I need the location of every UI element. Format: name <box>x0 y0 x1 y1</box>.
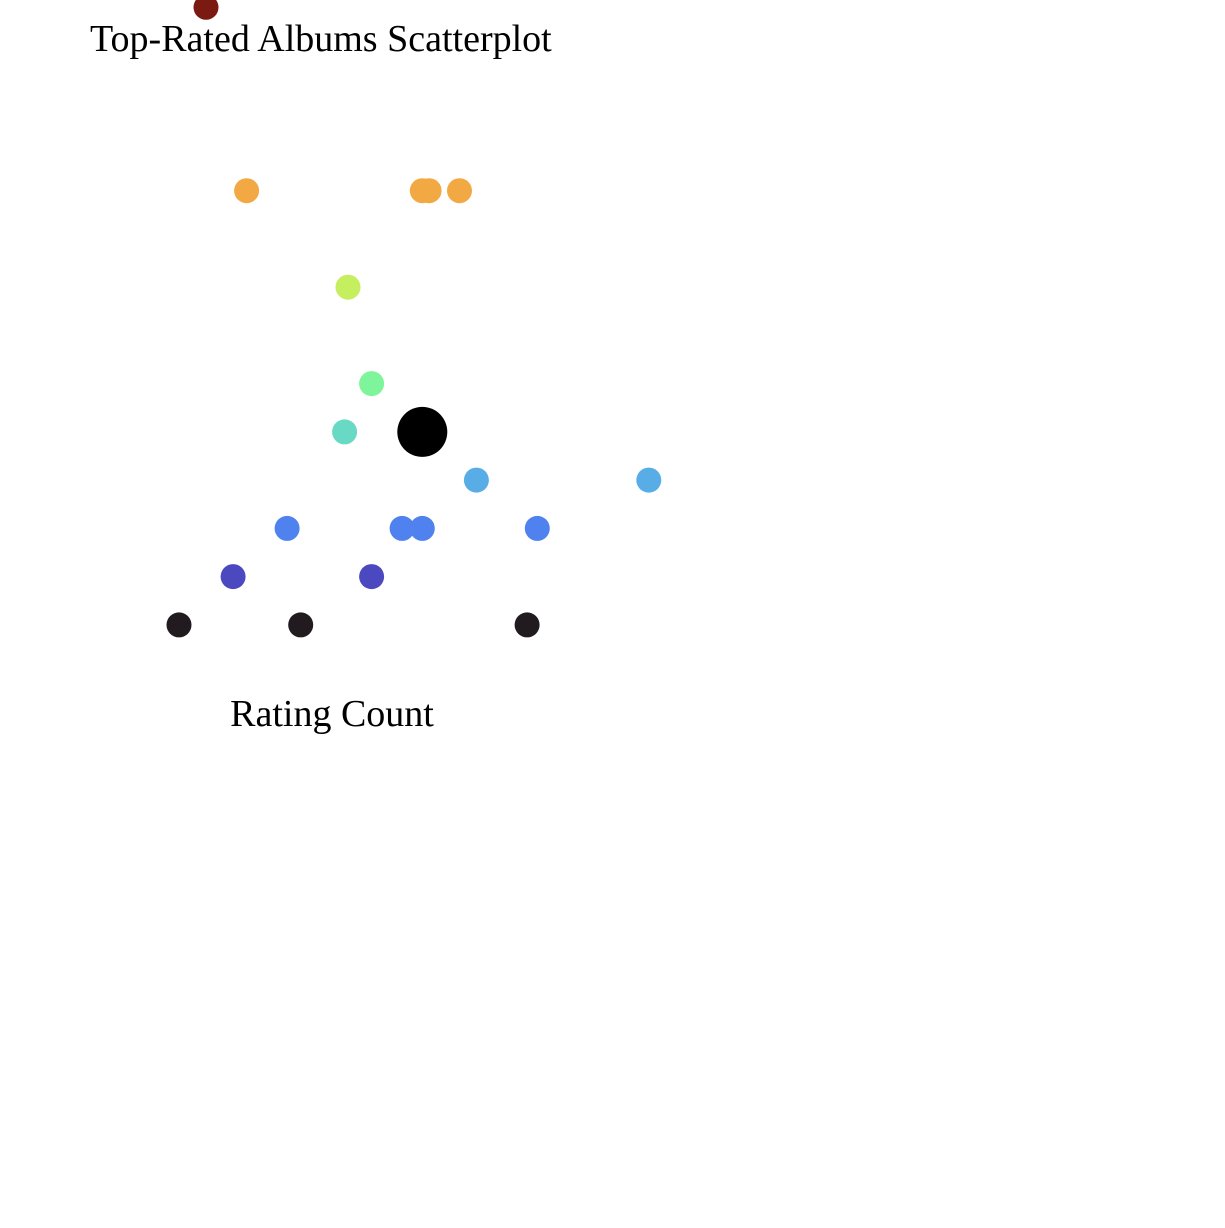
data-point-17 <box>359 564 385 590</box>
data-point-9 <box>397 406 448 457</box>
data-point-5 <box>447 178 472 204</box>
data-point-15 <box>524 515 550 541</box>
data-point-14 <box>409 515 435 541</box>
data-point-8 <box>332 419 358 445</box>
data-point-13 <box>389 515 415 541</box>
data-point-2 <box>234 178 260 204</box>
data-point-18 <box>166 612 192 638</box>
data-point-20 <box>514 612 540 638</box>
data-point-10 <box>463 467 489 493</box>
data-point-7 <box>359 371 385 397</box>
data-point-19 <box>288 612 314 638</box>
data-point-12 <box>274 515 300 541</box>
points-layer <box>166 0 662 638</box>
data-point-6 <box>335 274 361 300</box>
data-point-4 <box>416 178 442 204</box>
x-axis-label: Rating Count <box>230 693 434 735</box>
data-point-16 <box>220 564 246 590</box>
chart-title: Top-Rated Albums Scatterplot <box>90 18 552 60</box>
data-point-11 <box>636 467 662 493</box>
data-point-1 <box>193 0 219 20</box>
